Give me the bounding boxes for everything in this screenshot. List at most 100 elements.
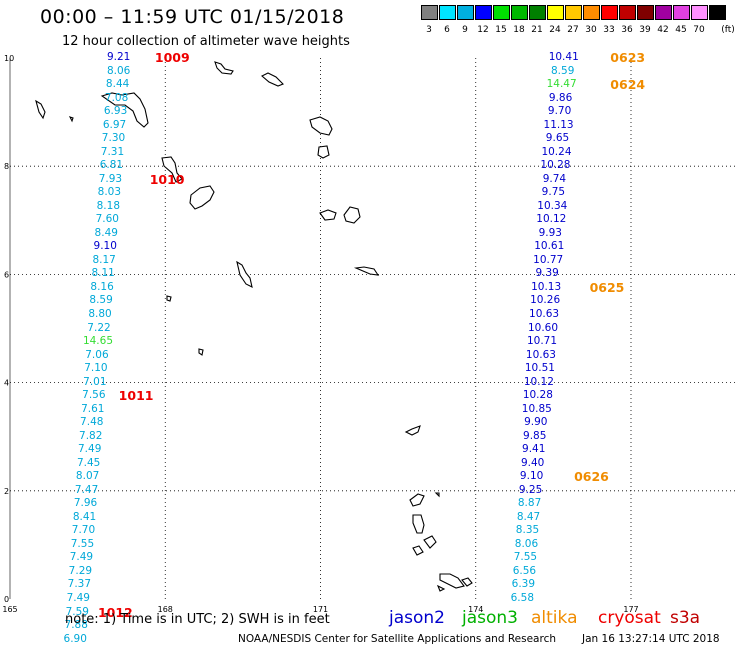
swh-reading: 7.55 xyxy=(513,551,538,564)
swh-reading: 7.45 xyxy=(76,456,101,469)
swh-reading: 6.97 xyxy=(102,118,127,131)
swh-reading: 10.61 xyxy=(534,240,565,253)
generation-timestamp: Jan 16 13:27:14 UTC 2018 xyxy=(582,633,720,645)
swh-reading: 10.28 xyxy=(522,389,553,402)
scale-swatch xyxy=(565,5,582,20)
scale-swatch xyxy=(439,5,456,20)
y-tick-label: 6 xyxy=(4,270,9,279)
swh-reading: 10.41 xyxy=(548,51,579,63)
swh-reading: 10.13 xyxy=(531,280,562,293)
island-outline xyxy=(35,99,46,120)
scale-swatch xyxy=(421,5,438,20)
pass-time-label: 1012 xyxy=(97,604,133,620)
swh-reading: 9.93 xyxy=(538,226,562,239)
scale-label: 30 xyxy=(585,25,597,35)
swh-reading: 6.90 xyxy=(63,632,87,645)
scale-label: 39 xyxy=(639,25,651,35)
island-outline xyxy=(317,145,330,159)
x-tick-label: 171 xyxy=(313,605,328,614)
map-title: 00:00 – 11:59 UTC 01/15/2018 xyxy=(40,6,345,28)
swh-reading: 7.37 xyxy=(67,578,92,591)
island-outline xyxy=(404,425,421,436)
scale-label: 9 xyxy=(462,25,468,35)
swh-reading: 9.39 xyxy=(535,267,559,280)
scale-label: 24 xyxy=(549,25,561,35)
island-outline xyxy=(434,492,440,498)
note-text: note: 1) Time is in UTC; 2) SWH is in fe… xyxy=(65,612,330,627)
swh-reading: 8.35 xyxy=(515,524,540,537)
swh-reading: 8.87 xyxy=(517,497,542,510)
swh-reading: 6.58 xyxy=(510,592,535,604)
scale-label: 36 xyxy=(621,25,633,35)
scale-swatch xyxy=(673,5,690,20)
swh-reading: 8.18 xyxy=(96,199,121,212)
island-outline xyxy=(261,72,284,87)
swh-reading: 7.48 xyxy=(80,416,104,429)
island-outline xyxy=(309,116,333,136)
y-tick-label: 0 xyxy=(4,595,9,604)
swh-reading: 7.49 xyxy=(69,551,94,564)
scale-swatch xyxy=(457,5,474,20)
scale-unit: (ft) xyxy=(721,25,735,35)
scale-swatch xyxy=(529,5,546,20)
island-outline xyxy=(166,295,172,302)
swh-reading: 9.74 xyxy=(542,172,567,185)
swh-reading: 8.07 xyxy=(75,470,100,483)
swh-reading: 9.90 xyxy=(524,416,548,429)
map-subtitle: 12 hour collection of altimeter wave hei… xyxy=(62,34,350,49)
swh-reading: 10.12 xyxy=(536,213,567,226)
swh-reading: 8.44 xyxy=(105,78,130,91)
x-tick-label: 177 xyxy=(623,605,638,614)
swh-reading: 8.17 xyxy=(92,253,116,266)
swh-reading: 9.21 xyxy=(106,51,131,63)
scale-label: 15 xyxy=(495,25,507,35)
scale-label: 33 xyxy=(603,25,615,35)
swh-reading: 7.60 xyxy=(95,213,119,226)
y-tick-label: 10 xyxy=(4,54,14,63)
swh-reading: 9.10 xyxy=(93,240,117,253)
swh-reading: 7.82 xyxy=(79,429,103,442)
swh-reading: 7.70 xyxy=(71,524,96,537)
scale-swatch xyxy=(511,5,528,20)
swh-reading: 7.93 xyxy=(98,172,123,185)
scale-swatch xyxy=(619,5,636,20)
island-outline xyxy=(409,493,425,507)
swh-reading: 10.71 xyxy=(526,335,558,348)
swh-reading: 9.75 xyxy=(541,186,566,199)
swh-reading: 6.56 xyxy=(512,564,537,577)
swh-reading: 10.85 xyxy=(521,402,552,415)
swh-reading: 8.80 xyxy=(88,307,112,320)
swh-reading: 6.39 xyxy=(511,578,536,591)
pass-time-label: 0623 xyxy=(610,50,646,65)
swh-reading: 11.13 xyxy=(543,118,574,131)
swh-reading: 7.59 xyxy=(65,605,89,618)
island-outline xyxy=(214,61,234,75)
swh-reading: 9.86 xyxy=(548,91,573,104)
pass-time-label: 0626 xyxy=(574,469,609,485)
island-outline xyxy=(353,266,380,276)
swh-reading: 7.55 xyxy=(70,537,95,550)
swh-reading: 8.49 xyxy=(94,226,118,239)
swh-reading: 14.47 xyxy=(546,78,577,91)
scale-label: 45 xyxy=(675,25,687,35)
scale-swatch xyxy=(691,5,708,20)
y-tick-label: 4 xyxy=(4,379,9,388)
swh-reading: 7.96 xyxy=(73,497,98,510)
scale-label: 12 xyxy=(477,25,489,35)
swh-reading: 8.47 xyxy=(516,510,541,523)
scale-swatch xyxy=(637,5,654,20)
scale-label: 21 xyxy=(531,25,543,35)
swh-reading: 10.51 xyxy=(524,362,555,375)
swh-reading: 10.26 xyxy=(530,294,561,307)
island-outline xyxy=(412,514,425,534)
island-outline xyxy=(436,584,446,592)
swh-reading: 10.28 xyxy=(540,159,571,172)
pass-time-label: 1010 xyxy=(149,171,185,187)
island-outline xyxy=(100,92,149,128)
legend-s3a: s3a xyxy=(670,608,701,628)
island-outline xyxy=(439,573,465,589)
island-outline xyxy=(189,185,215,210)
swh-reading: 9.10 xyxy=(519,470,544,483)
scale-swatch xyxy=(709,5,726,20)
swh-reading: 7.08 xyxy=(104,91,129,104)
